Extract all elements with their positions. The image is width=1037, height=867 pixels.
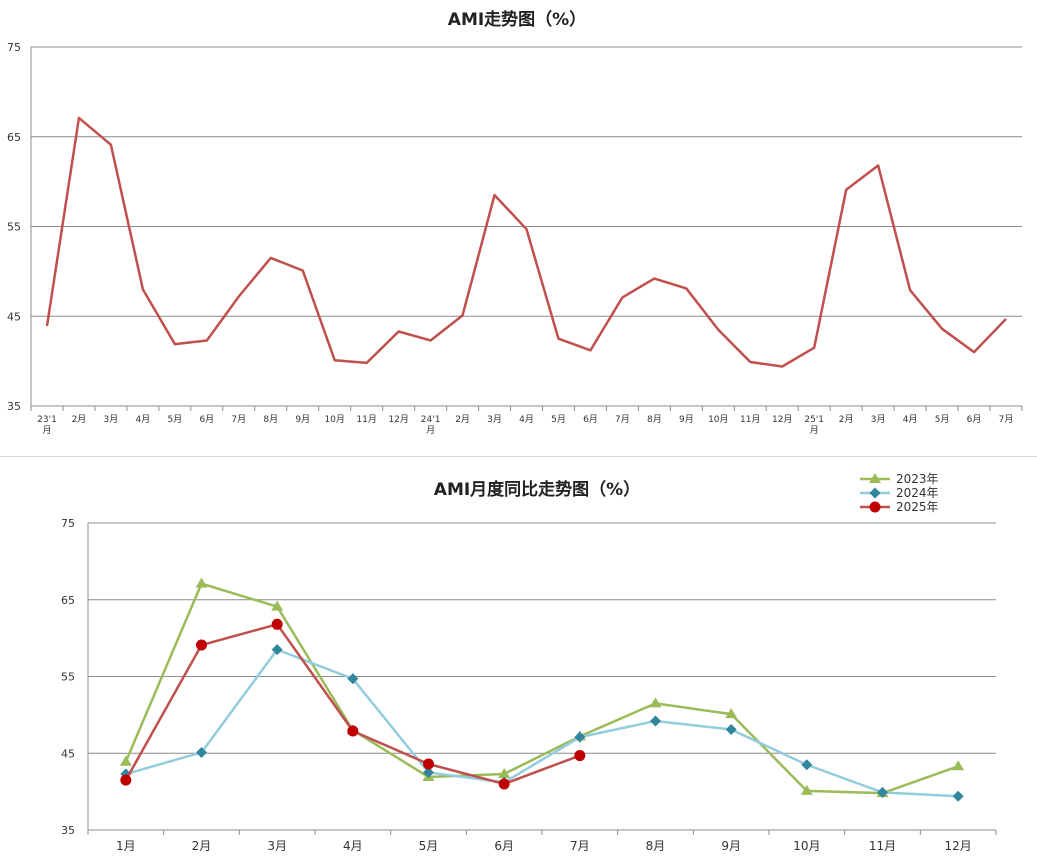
x-tick-label: 7月 <box>231 414 246 425</box>
ami-yoy-chart: AMI月度同比走势图（%） 75 65 55 45 35 1月 2月 3月 4月 5月 6月 7月 8月 9… <box>0 457 1037 863</box>
x-tick-label: 3月 <box>871 414 886 425</box>
series-line-3 <box>126 624 580 784</box>
y-tick-label: 65 <box>61 594 75 607</box>
x-tick-label: 6月 <box>967 414 982 425</box>
x-tick-label: 3月 <box>104 414 119 425</box>
y-tick-label: 75 <box>7 41 21 54</box>
data-point-circle <box>423 758 434 769</box>
series-line-1 <box>126 584 958 794</box>
x-tick-label: 4月 <box>903 414 918 425</box>
data-point-circle <box>120 775 131 786</box>
x-tick-label: 5月 <box>419 839 439 853</box>
x-tick-label: 10月 <box>708 414 728 425</box>
data-point-triangle <box>952 760 964 770</box>
data-point-triangle <box>196 578 208 588</box>
y-tick-label: 35 <box>7 400 21 413</box>
series-line-2 <box>126 650 958 797</box>
data-point-circle <box>574 750 585 761</box>
data-point-circle <box>272 619 283 630</box>
y-tick-label: 75 <box>61 517 75 530</box>
x-tick-label: 8月 <box>263 414 278 425</box>
x-tick-label: 7月 <box>615 414 630 425</box>
legend-label: 2024年 <box>896 486 939 500</box>
ami-series-line <box>47 118 1006 367</box>
data-point-circle <box>196 640 207 651</box>
y-tick-label: 55 <box>7 221 21 234</box>
data-point-diamond <box>574 732 585 743</box>
x-tick-label: 9月 <box>679 414 694 425</box>
x-tick-label: 10月 <box>324 414 344 425</box>
x-tick-label: 6月 <box>199 414 214 425</box>
x-tick-label: 3月 <box>487 414 502 425</box>
x-tick-label: 12月 <box>772 414 792 425</box>
x-tick-label: 11月 <box>356 414 376 425</box>
x-tick-label: 6月 <box>583 414 598 425</box>
y-tick-label: 65 <box>7 131 21 144</box>
x-tick-label: 8月 <box>647 414 662 425</box>
x-tick-label: 4月 <box>343 839 363 853</box>
legend-label: 2025年 <box>896 500 939 514</box>
x-tick-label: 4月 <box>136 414 151 425</box>
x-tick-label: 5月 <box>935 414 950 425</box>
data-point-diamond <box>726 724 737 735</box>
x-tick-label: 5月 <box>167 414 182 425</box>
x-tick-label: 10月 <box>793 839 820 853</box>
data-point-diamond <box>801 759 812 770</box>
data-point-triangle <box>650 697 662 707</box>
data-point-diamond <box>650 716 661 727</box>
x-tick-label: 11月 <box>869 839 896 853</box>
x-tick-label: 5月 <box>551 414 566 425</box>
x-tick-label: 2月 <box>455 414 470 425</box>
x-tick-label: 1月 <box>116 839 136 853</box>
x-tick-label: 6月 <box>494 839 514 853</box>
x-tick-label: 9月 <box>721 839 741 853</box>
x-tick-label: 7月 <box>999 414 1014 425</box>
x-tick-label: 12月 <box>388 414 408 425</box>
chart-separator <box>0 444 1037 456</box>
x-tick-label: 11月 <box>740 414 760 425</box>
y-tick-label: 35 <box>61 824 75 837</box>
x-tick-label: 9月 <box>295 414 310 425</box>
y-tick-label: 45 <box>7 310 21 323</box>
x-tick-label: 8月 <box>646 839 666 853</box>
data-point-diamond <box>953 791 964 802</box>
x-tick-label: 12月 <box>945 839 972 853</box>
x-tick-label: 3月 <box>267 839 287 853</box>
x-tick-label: 7月 <box>570 839 590 853</box>
ami-yoy-chart-panel: AMI月度同比走势图（%） 75 65 55 45 35 1月 2月 3月 4月 5月 6月 7月 8月 9… <box>0 456 1037 863</box>
data-point-circle <box>347 725 358 736</box>
data-point-triangle <box>120 756 132 766</box>
chart-title: AMI月度同比走势图（%） <box>434 479 640 500</box>
data-point-circle <box>499 778 510 789</box>
legend-label: 2023年 <box>896 472 939 486</box>
y-tick-label: 45 <box>61 747 75 760</box>
x-tick-label: 2月 <box>192 839 212 853</box>
legend-marker <box>870 488 881 499</box>
legend-marker <box>870 502 881 513</box>
x-tick-label: 4月 <box>519 414 534 425</box>
y-tick-label: 55 <box>61 671 75 684</box>
x-tick-label: 2月 <box>839 414 854 425</box>
x-tick-label: 2月 <box>72 414 87 425</box>
chart-title: AMI走势图（%） <box>448 9 586 30</box>
